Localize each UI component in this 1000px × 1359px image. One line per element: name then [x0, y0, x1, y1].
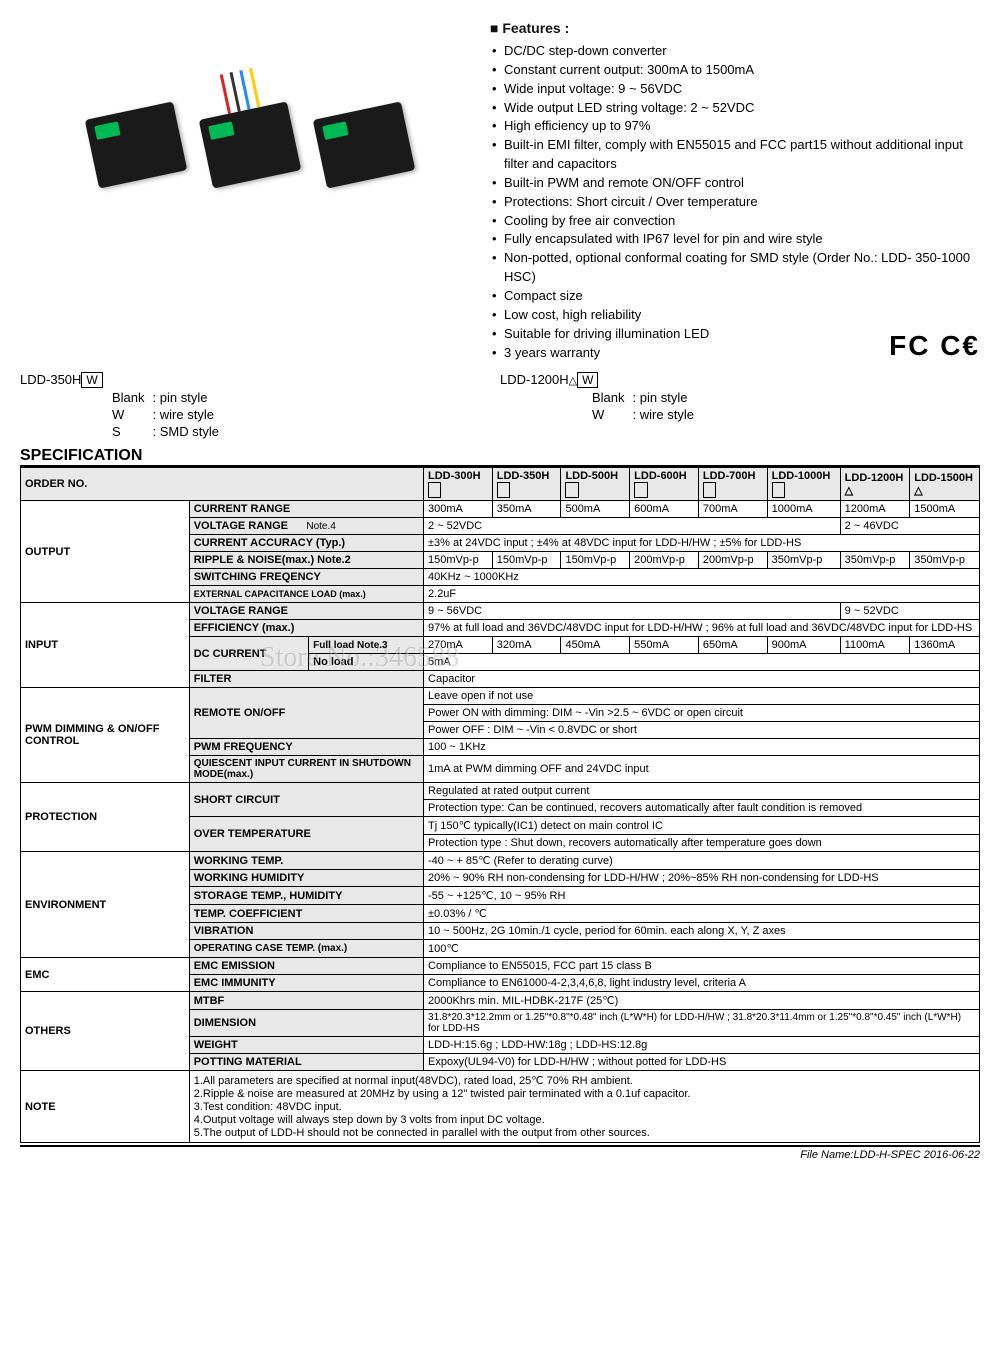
features-list: DC/DC step-down converter Constant curre… [490, 42, 980, 362]
model-right-name: LDD-1200H [500, 372, 569, 387]
cat-output: OUTPUT [21, 501, 190, 603]
cat-note: NOTE [21, 1071, 190, 1143]
cat-pwm: PWM DIMMING & ON/OFF CONTROL [21, 688, 190, 783]
order-label: ORDER NO. [21, 468, 424, 501]
cat-emc: EMC [21, 958, 190, 992]
product-images [20, 20, 480, 270]
cat-environment: ENVIRONMENT [21, 852, 190, 958]
features-title: Features : [490, 20, 980, 36]
cat-input: INPUT [21, 603, 190, 688]
spec-title: SPECIFICATION [20, 447, 980, 467]
file-footer: File Name:LDD-H-SPEC 2016-06-22 [20, 1145, 980, 1161]
model-left-name: LDD-350H [20, 372, 81, 387]
model-naming: LDD-350HW Blank: pin style W: wire style… [20, 372, 980, 441]
cert-logos: FC C€ [889, 330, 980, 362]
spec-table: ORDER NO. LDD-300H LDD-350H LDD-500H LDD… [20, 467, 980, 1143]
cat-others: OTHERS [21, 992, 190, 1071]
cat-protection: PROTECTION [21, 783, 190, 852]
